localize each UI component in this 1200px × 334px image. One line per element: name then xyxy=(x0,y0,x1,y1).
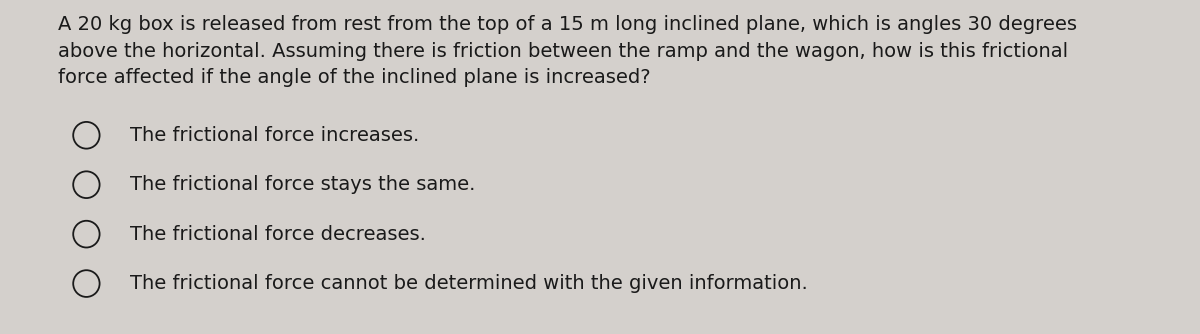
Text: The frictional force increases.: The frictional force increases. xyxy=(130,126,419,145)
Text: The frictional force cannot be determined with the given information.: The frictional force cannot be determine… xyxy=(130,274,808,293)
Text: The frictional force stays the same.: The frictional force stays the same. xyxy=(130,175,475,194)
Text: A 20 kg box is released from rest from the top of a 15 m long inclined plane, wh: A 20 kg box is released from rest from t… xyxy=(58,15,1076,87)
Text: The frictional force decreases.: The frictional force decreases. xyxy=(130,225,426,243)
